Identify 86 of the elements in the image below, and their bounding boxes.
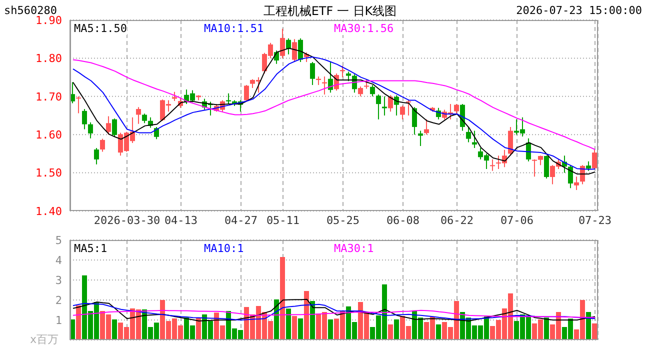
x-tick-label: 2026-03-30 bbox=[94, 214, 160, 227]
bar bbox=[304, 291, 309, 340]
candlestick bbox=[244, 84, 249, 102]
candlestick bbox=[406, 98, 411, 116]
bar bbox=[280, 257, 285, 340]
candlestick bbox=[286, 38, 291, 55]
candlestick bbox=[544, 155, 549, 180]
candlestick bbox=[358, 86, 363, 97]
x-tick-label: 04-13 bbox=[164, 214, 198, 227]
candlestick bbox=[136, 106, 141, 124]
bar bbox=[286, 308, 291, 340]
x-tick-label: 06-22 bbox=[440, 214, 474, 227]
candlestick bbox=[370, 84, 375, 97]
candlestick bbox=[106, 116, 111, 136]
y-tick-label: 3 bbox=[55, 274, 62, 287]
candlestick bbox=[310, 62, 315, 86]
x-tick-label: 06-08 bbox=[386, 214, 420, 227]
candlestick bbox=[100, 138, 105, 152]
y-tick-label: 1.50 bbox=[36, 166, 62, 180]
x-tick-label: 05-11 bbox=[266, 214, 300, 227]
candlestick bbox=[94, 147, 99, 165]
line-series bbox=[72, 298, 596, 322]
bar bbox=[436, 324, 441, 340]
text: 2026-07-23 15:00:00 bbox=[516, 4, 642, 17]
candlestick bbox=[538, 155, 543, 166]
bar bbox=[76, 305, 81, 340]
candlestick bbox=[586, 160, 591, 172]
line-series bbox=[72, 59, 596, 150]
text: MA10:1.51 bbox=[204, 22, 264, 35]
candlestick bbox=[568, 164, 573, 189]
candlestick bbox=[472, 130, 477, 148]
y-tick-label: 1.60 bbox=[36, 128, 62, 142]
line-series bbox=[72, 310, 596, 318]
candlestick bbox=[226, 92, 231, 105]
candlestick bbox=[112, 118, 117, 138]
bar bbox=[292, 316, 297, 340]
candlestick bbox=[454, 104, 459, 114]
candlestick bbox=[172, 91, 177, 102]
candlestick bbox=[346, 71, 351, 82]
y-axis-title: x百万 bbox=[30, 332, 59, 347]
candlestick bbox=[388, 94, 393, 112]
bar bbox=[394, 319, 399, 340]
candlestick bbox=[76, 96, 81, 114]
x-tick-label: 05-25 bbox=[326, 214, 360, 227]
candlestick bbox=[532, 158, 537, 178]
y-tick-label: 1 bbox=[55, 314, 62, 327]
y-tick-label: 5 bbox=[55, 234, 62, 247]
candlestick bbox=[400, 105, 405, 120]
candlestick bbox=[424, 118, 429, 136]
text: MA10:1 bbox=[204, 242, 244, 255]
x-tick-label: 07-06 bbox=[500, 214, 534, 227]
candlestick bbox=[508, 126, 513, 156]
candlestick bbox=[280, 28, 285, 59]
text: MA30:1 bbox=[334, 242, 374, 255]
x-tick-label: 04-27 bbox=[224, 214, 258, 227]
candlestick bbox=[382, 96, 387, 116]
y-tick-label: 1.70 bbox=[36, 90, 62, 104]
y-tick-label: 4 bbox=[55, 254, 62, 267]
candlestick bbox=[82, 108, 87, 130]
text: MA30:1.56 bbox=[334, 22, 394, 35]
chart-title: 工程机械ETF 一 日K线图 bbox=[263, 4, 397, 18]
candlestick bbox=[592, 149, 597, 170]
bar bbox=[544, 318, 549, 340]
bar bbox=[328, 319, 333, 340]
text: MA5:1.50 bbox=[74, 22, 127, 35]
bar bbox=[592, 323, 597, 340]
bar bbox=[298, 318, 303, 340]
bar bbox=[388, 324, 393, 340]
candlestick bbox=[328, 62, 333, 94]
y-tick-label: 1.80 bbox=[36, 52, 62, 66]
candlestick bbox=[88, 122, 93, 139]
line-series bbox=[72, 302, 596, 320]
x-tick-label: 07-23 bbox=[577, 214, 613, 227]
y-tick-label: 2 bbox=[55, 294, 62, 307]
candlestick bbox=[364, 78, 369, 90]
candlestick bbox=[574, 176, 579, 190]
bar bbox=[112, 319, 117, 340]
y-tick-label: 1.40 bbox=[36, 204, 62, 218]
candlestick bbox=[292, 38, 297, 63]
candlestick bbox=[376, 94, 381, 120]
bar bbox=[586, 312, 591, 340]
text: MA5:1 bbox=[74, 242, 108, 255]
candlestick bbox=[412, 106, 417, 136]
candlestick bbox=[142, 113, 147, 124]
candlestick bbox=[490, 158, 495, 172]
candlestick bbox=[466, 126, 471, 143]
